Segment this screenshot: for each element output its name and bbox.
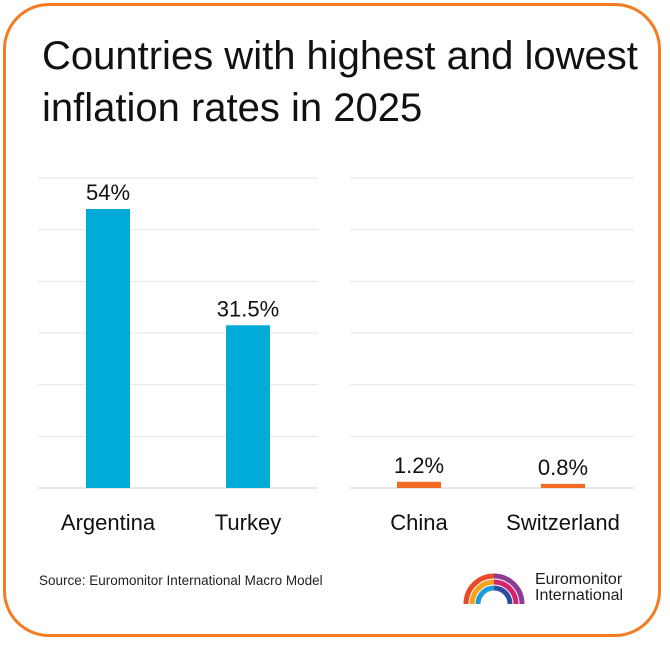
category-label: China [390,510,448,535]
bar-switzerland [541,483,585,488]
chart-title: Countries with highest and lowest inflat… [42,34,638,130]
logo-text: Euromonitor International [535,572,623,604]
value-label: 0.8% [538,455,588,480]
source-note: Source: Euromonitor International Macro … [39,573,323,588]
bar-turkey [226,325,270,488]
gridlines [38,177,634,489]
euromonitor-logo-icon [463,573,525,605]
category-label: Turkey [215,510,281,535]
category-label: Switzerland [506,510,620,535]
logo-line-2: International [535,587,624,604]
logo-line-1: Euromonitor [535,571,623,588]
bars [86,209,585,488]
value-label: 54% [86,180,130,205]
category-label: Argentina [61,510,156,535]
value-label: 1.2% [394,453,444,478]
bar-argentina [86,209,130,488]
labels: 54% Argentina 31.5% Turkey 1.2% China 0.8% Swit… [61,180,620,535]
bar-china [397,481,441,488]
value-label: 31.5% [217,296,279,321]
